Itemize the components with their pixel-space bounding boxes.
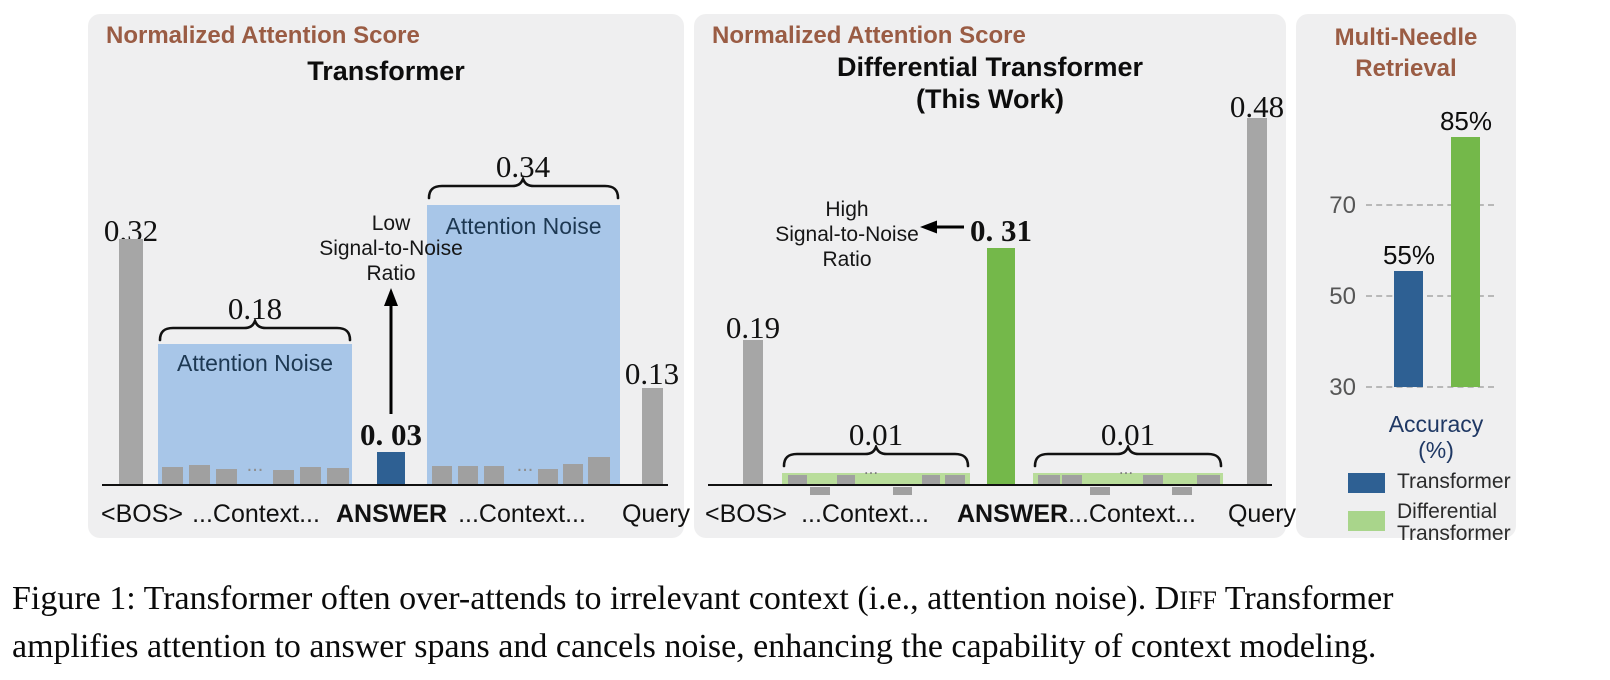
noise-strip (1033, 473, 1223, 484)
x-label-context-1: ...Context... (801, 500, 929, 528)
query-bar (1247, 118, 1267, 484)
caption-line-1: Figure 1: Transformer often over-attends… (12, 580, 1394, 617)
context-mini-bar (1172, 487, 1192, 495)
noise-sum-label: 0.01 (1100, 417, 1156, 452)
context-mini-bar (1062, 475, 1082, 484)
diff-accuracy-label: 85% (1439, 106, 1493, 136)
context-mini-bar (1090, 487, 1110, 495)
attention-noise-label: Attention Noise (177, 350, 333, 376)
brace (1033, 445, 1223, 468)
x-label-query: Query (621, 500, 691, 528)
context-mini-bar (922, 475, 940, 484)
x-axis-line (102, 484, 668, 486)
low-snr-annotation: Low Signal-to-Noise Ratio (319, 212, 463, 285)
gridline-50 (1366, 295, 1494, 297)
high-snr-annotation: High Signal-to-Noise Ratio (775, 198, 919, 271)
legend-swatch-transformer (1348, 473, 1385, 493)
transformer-accuracy-bar (1394, 271, 1423, 387)
x-label-context-1: ...Context... (192, 500, 320, 528)
diff-accuracy-bar (1451, 137, 1480, 387)
ellipsis: ... (246, 454, 264, 476)
context-mini-bar (588, 457, 610, 484)
left-arrow-icon (920, 220, 964, 234)
context-mini-bar (837, 475, 855, 484)
ellipsis: ... (516, 454, 534, 476)
context-mini-bar (1038, 475, 1060, 484)
ytick-50: 50 (1329, 283, 1356, 310)
answer-bar (987, 248, 1015, 484)
context-mini-bar (945, 475, 965, 484)
attention-noise-box (427, 205, 620, 484)
answer-bar (377, 452, 405, 484)
x-label-answer: ANSWER (336, 500, 448, 528)
x-label-query: Query (1227, 500, 1297, 528)
panel-title: Multi-Needle Retrieval (1334, 24, 1478, 82)
attention-noise-box (158, 344, 352, 484)
brace (782, 445, 970, 468)
legend-swatch-diff-transformer (1348, 511, 1385, 531)
context-mini-bar (300, 467, 321, 484)
context-mini-bar (458, 466, 478, 484)
answer-value-label: 0. 03 (360, 417, 422, 452)
context-mini-bar (216, 469, 237, 484)
panel-title: Transformer (307, 56, 465, 86)
x-label-bos: <BOS> (705, 500, 787, 528)
diff-transformer-panel: Normalized Attention Score Differential … (694, 14, 1296, 538)
gridline-30 (1366, 386, 1494, 388)
x-label-context-2: ...Context... (1068, 500, 1196, 528)
context-mini-bar (1143, 475, 1163, 484)
caption-line-2: amplifies attention to answer spans and … (12, 628, 1377, 665)
figure-caption: Figure 1: Transformer often over-attends… (12, 576, 1602, 670)
smallcaps-diff: DIFF (1154, 580, 1217, 617)
brace (427, 177, 620, 200)
x-label-answer: ANSWER (957, 500, 1069, 528)
context-mini-bar (327, 468, 349, 484)
noise-sum-label: 0.34 (495, 149, 551, 184)
noise-sum-label: 0.18 (227, 291, 283, 326)
context-mini-bar (538, 469, 558, 484)
legend-label-transformer: Transformer (1397, 470, 1511, 493)
ytick-70: 70 (1329, 192, 1356, 219)
bos-bar (743, 340, 763, 484)
context-mini-bar (810, 487, 830, 495)
context-mini-bar (273, 470, 294, 484)
x-label-bos: <BOS> (101, 500, 183, 528)
x-axis-line (708, 484, 1272, 486)
query-value-label: 0.13 (624, 356, 680, 391)
panel-title-line2: (This Work) (916, 84, 1064, 114)
context-mini-bar (432, 466, 452, 484)
ytick-30: 30 (1329, 374, 1356, 401)
context-mini-bar (189, 465, 210, 484)
context-mini-bar (162, 467, 183, 484)
context-mini-bar (788, 475, 807, 484)
transformer-panel: Normalized Attention Score Transformer A… (88, 14, 690, 538)
context-mini-bar (1197, 475, 1220, 484)
bos-value-label: 0.19 (725, 310, 781, 345)
legend-label-diff-transformer: Differential Transformer (1397, 500, 1511, 545)
context-mini-bar (484, 466, 504, 484)
bos-bar (119, 239, 143, 484)
panel-header: Normalized Attention Score (106, 22, 420, 49)
noise-strip (782, 473, 970, 484)
noise-sum-label: 0.01 (848, 417, 904, 452)
panel-title-line1: Differential Transformer (836, 52, 1144, 82)
transformer-accuracy-label: 55% (1382, 240, 1436, 270)
context-mini-bar (563, 464, 583, 484)
multi-needle-panel: Multi-Needle Retrieval 70 50 30 55% 85% … (1296, 14, 1516, 545)
accuracy-axis-label: Accuracy (%) (1388, 411, 1484, 463)
panel-header: Normalized Attention Score (712, 22, 1026, 49)
query-bar (642, 388, 663, 484)
context-mini-bar (893, 487, 912, 495)
x-label-context-2: ...Context... (458, 500, 586, 528)
ellipsis: ... (1118, 459, 1134, 478)
attention-noise-label: Attention Noise (445, 213, 602, 239)
ellipsis: ... (863, 459, 879, 478)
brace (158, 319, 352, 342)
gridline-70 (1366, 204, 1494, 206)
up-arrow-icon (384, 288, 398, 414)
answer-value-label: 0. 31 (970, 213, 1032, 248)
